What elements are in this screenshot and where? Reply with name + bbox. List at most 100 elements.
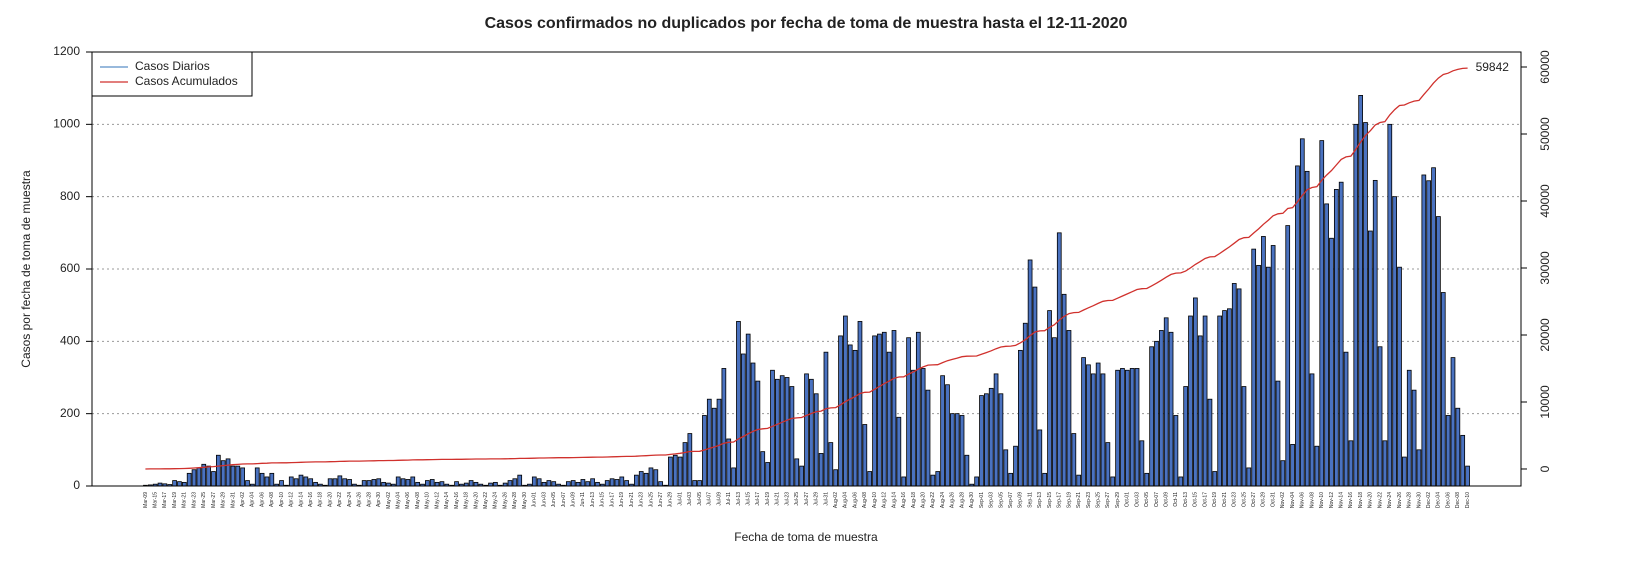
x-tick-label: Jun-17 (609, 492, 615, 508)
bar (551, 481, 557, 487)
bar (692, 480, 698, 487)
plot-frame (91, 51, 1522, 487)
x-tick-label: Nov-06 (1300, 492, 1306, 508)
y2-tick-label: 60000 (1538, 50, 1552, 84)
x-tick-label: Aug-16 (901, 492, 907, 508)
bar (1411, 389, 1417, 487)
bar (697, 480, 702, 487)
bar (1178, 476, 1184, 487)
bar (1295, 165, 1300, 487)
bar (439, 481, 445, 487)
bar (1154, 340, 1159, 487)
x-tick-label: Oct-13 (1183, 492, 1189, 507)
x-tick-label: Jul-13 (736, 492, 742, 506)
bar (959, 415, 965, 487)
bar (731, 467, 736, 487)
bar (1095, 362, 1101, 487)
bar (799, 465, 804, 487)
bar (779, 375, 785, 487)
y2-tick-label: 0 (1538, 465, 1552, 472)
bar (434, 481, 440, 487)
bar (872, 335, 877, 487)
bar (415, 481, 420, 487)
bar (789, 386, 795, 487)
x-tick-label: Apr-12 (289, 492, 295, 507)
bar (604, 480, 610, 487)
bar (1455, 407, 1461, 487)
x-tick-label: Oct-27 (1251, 492, 1257, 507)
bar (993, 373, 999, 487)
bar (1368, 230, 1373, 487)
x-tick-label: Jun-15 (600, 492, 606, 508)
x-tick-label: Oct-03 (1134, 492, 1140, 507)
x-tick-label: Jun-05 (551, 492, 557, 508)
bar (886, 351, 892, 487)
bar (935, 471, 941, 487)
y2-tick-label: 10000 (1538, 385, 1552, 419)
x-tick-label: Jul-11 (726, 492, 732, 505)
bar (609, 478, 615, 487)
x-tick-label: Apr-08 (269, 492, 275, 507)
bar (998, 393, 1004, 487)
x-tick-label: May-18 (464, 492, 470, 509)
bar (638, 471, 644, 487)
bar (468, 480, 474, 487)
x-tick-label: Aug-28 (959, 492, 965, 508)
bar (337, 475, 343, 487)
x-tick-label: May-20 (473, 492, 479, 509)
bar (1086, 364, 1091, 487)
bar (716, 398, 722, 487)
x-tick-label: May-16 (454, 492, 460, 509)
bar (1236, 288, 1242, 487)
bar (342, 478, 348, 487)
bar (1202, 315, 1208, 487)
bar (298, 474, 304, 487)
bar (405, 479, 411, 487)
x-tick-label: Aug-08 (862, 492, 868, 508)
x-tick-label: Apr-06 (259, 492, 265, 507)
x-tick-label: Nov-10 (1319, 492, 1325, 508)
bar (930, 474, 936, 487)
bar (1168, 331, 1174, 487)
bar (279, 480, 284, 487)
x-tick-label: Apr-30 (376, 492, 382, 507)
bar (901, 476, 907, 487)
bar (293, 478, 299, 487)
bar (794, 458, 800, 487)
bar (1003, 449, 1009, 487)
x-tick-label: May-22 (483, 492, 489, 509)
bar (1227, 308, 1232, 487)
x-tick-label: Jun-01 (532, 492, 538, 508)
bar (1343, 351, 1349, 487)
y-tick-label: 0 (73, 478, 80, 492)
bar (658, 481, 664, 487)
bar (512, 478, 518, 487)
bar (1081, 357, 1086, 487)
x-tick-label: Oct-15 (1193, 492, 1199, 507)
x-tick-label: Jun-25 (648, 492, 654, 508)
bar (1465, 465, 1470, 487)
x-tick-label: Apr-10 (279, 492, 285, 507)
bar (1265, 266, 1271, 487)
bar (1076, 474, 1082, 487)
bar (361, 480, 367, 487)
bar (706, 398, 712, 487)
bar (454, 481, 459, 487)
bar (1392, 196, 1398, 487)
x-tick-label: Sep-29 (1115, 492, 1121, 508)
bar (828, 442, 834, 487)
bar (818, 453, 824, 487)
bar (303, 476, 309, 487)
bar (945, 384, 950, 487)
bar (230, 465, 236, 487)
x-tick-label: May-10 (425, 492, 431, 509)
bar (313, 481, 318, 487)
bar (245, 480, 250, 487)
bar (1329, 237, 1334, 487)
bar (1139, 440, 1145, 487)
bar (954, 413, 960, 487)
x-tick-label: Oct-01 (1125, 492, 1131, 507)
x-tick-label: May-06 (405, 492, 411, 509)
bar (264, 476, 270, 487)
